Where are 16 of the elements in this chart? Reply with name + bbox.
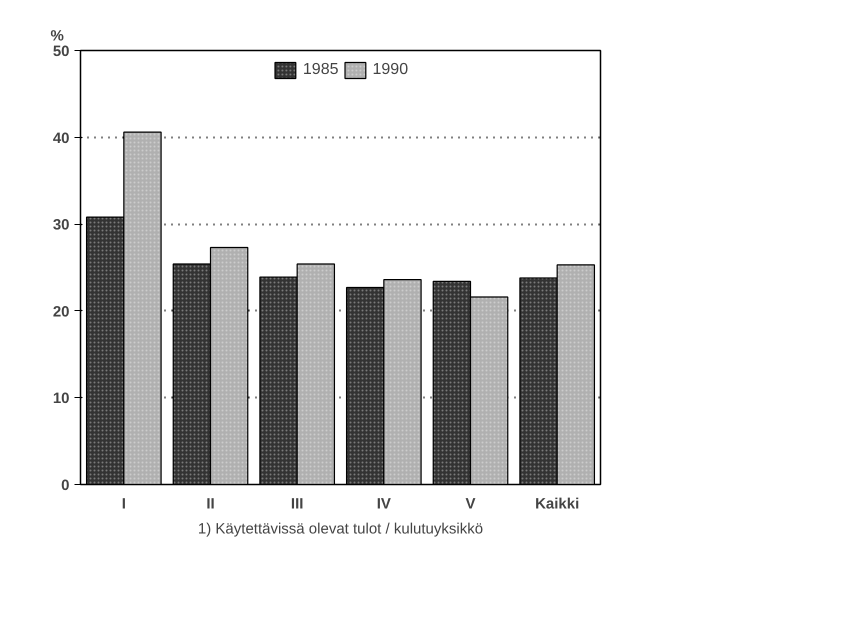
y-axis-title: %: [50, 28, 64, 44]
x-axis-title: 1) Käytettävissä olevat tulot / kulutuyksikkö: [198, 520, 484, 538]
x-tick-label: I: [122, 496, 126, 512]
legend-label: 1990: [372, 61, 408, 79]
y-tick-label: 20: [52, 303, 70, 320]
x-tick-label: III: [290, 496, 304, 512]
y-tick-label: 10: [52, 390, 70, 408]
legend-label: 1985: [302, 61, 338, 79]
x-tick-label: V: [466, 496, 476, 512]
x-tick-label: IV: [376, 496, 391, 512]
x-tick-label: II: [206, 496, 215, 512]
x-tick-label: Kaikki: [535, 496, 580, 512]
y-tick-label: 50: [52, 43, 70, 60]
y-tick-label: 30: [52, 216, 70, 234]
y-tick-label: 0: [61, 477, 70, 494]
y-tick-label: 40: [52, 130, 70, 147]
